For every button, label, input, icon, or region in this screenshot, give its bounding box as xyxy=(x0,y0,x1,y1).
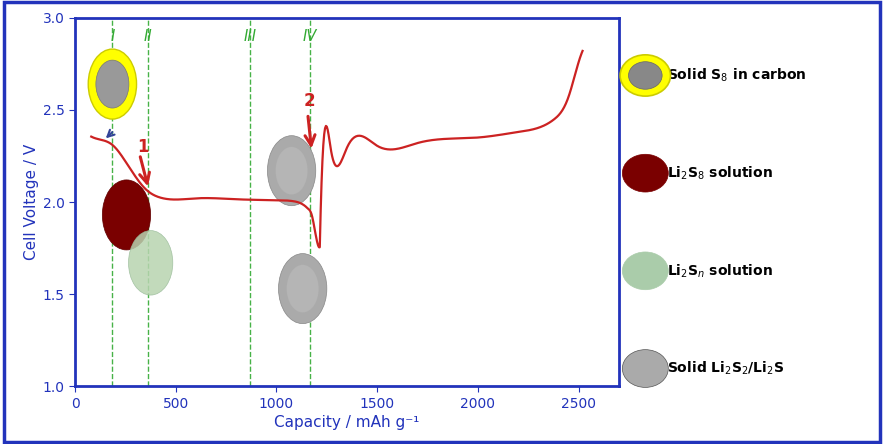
Text: Solid Li$_2$S$_2$/Li$_2$S: Solid Li$_2$S$_2$/Li$_2$S xyxy=(667,360,785,377)
Y-axis label: Cell Voltage / V: Cell Voltage / V xyxy=(24,144,39,260)
Ellipse shape xyxy=(276,147,308,194)
X-axis label: Capacity / mAh g⁻¹: Capacity / mAh g⁻¹ xyxy=(274,415,420,430)
Ellipse shape xyxy=(88,49,136,119)
Ellipse shape xyxy=(95,60,129,108)
Text: II: II xyxy=(143,29,152,44)
Text: Li$_2$S$_n$ solution: Li$_2$S$_n$ solution xyxy=(667,262,774,280)
Text: Li$_2$S$_8$ solution: Li$_2$S$_8$ solution xyxy=(667,164,774,182)
Ellipse shape xyxy=(128,230,172,295)
Text: IV: IV xyxy=(302,29,316,44)
Ellipse shape xyxy=(278,254,327,324)
Text: 2: 2 xyxy=(304,92,316,110)
Text: Solid S$_8$ in carbon: Solid S$_8$ in carbon xyxy=(667,67,807,84)
Ellipse shape xyxy=(268,136,316,206)
Ellipse shape xyxy=(103,180,150,250)
Text: 1: 1 xyxy=(137,138,149,156)
Text: III: III xyxy=(244,29,257,44)
Text: I: I xyxy=(110,29,115,44)
Ellipse shape xyxy=(286,265,319,313)
